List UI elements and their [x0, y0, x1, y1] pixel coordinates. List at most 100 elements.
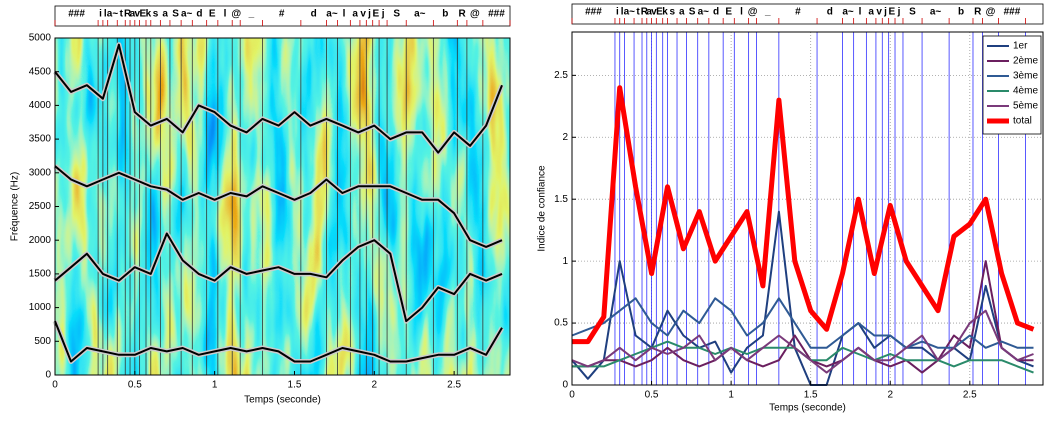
y-tick-label: 0.5 [554, 318, 568, 329]
phoneme-label: a~ [414, 9, 426, 20]
x-tick-label: 1 [212, 380, 218, 391]
series-line [54, 165, 503, 248]
y-tick-label: 3500 [29, 134, 52, 145]
phoneme-label: l [224, 9, 227, 20]
phoneme-label: l [859, 7, 862, 18]
phoneme-label: R [641, 7, 649, 18]
phoneme-label: a~ [842, 7, 854, 18]
legend-box [982, 35, 1042, 135]
series-line [572, 260, 1034, 374]
phoneme-label: S [172, 9, 179, 20]
phoneme-label: l [343, 9, 346, 20]
phoneme-label: @ [470, 9, 480, 20]
phoneme-label: E [888, 7, 895, 18]
x-tick-label: 0 [569, 390, 575, 401]
phoneme-label: a~ [930, 7, 942, 18]
phoneme-label: v [134, 9, 140, 20]
y-tick-label: 500 [34, 336, 51, 347]
phoneme-bar [571, 3, 1044, 25]
phoneme-label: R [458, 9, 466, 20]
phoneme-label: a [868, 7, 874, 18]
series-line [54, 320, 503, 363]
y-tick-label: 0 [562, 380, 568, 391]
legend-label: 4ème [1013, 86, 1038, 97]
y-tick-label: 0 [45, 370, 51, 381]
y-tick-label: 1.5 [554, 194, 568, 205]
y-tick-label: 2.5 [554, 70, 568, 81]
phoneme-label: s [153, 9, 159, 20]
phoneme-label: E [656, 7, 663, 18]
legend: 1er 2ème 3ème 4ème 5ème total [982, 35, 1042, 135]
series-line [572, 85, 1035, 345]
phoneme-label: d [827, 7, 833, 18]
y-tick-label: 1000 [29, 302, 52, 313]
phoneme-label: s [669, 7, 675, 18]
x-tick-label: 0.5 [128, 380, 142, 391]
phoneme-label: j [367, 9, 371, 20]
x-tick-label: 1.5 [804, 390, 818, 401]
phoneme-label: a~ [698, 7, 710, 18]
legend-label: 3ème [1013, 71, 1038, 82]
phoneme-label: R [974, 7, 982, 18]
phoneme-label: i [616, 7, 619, 18]
phoneme-label: a~ [107, 9, 119, 20]
phoneme-label: t [120, 9, 124, 20]
y-tick-label: 5000 [29, 33, 52, 44]
series-line [54, 43, 503, 154]
phoneme-label: a [130, 9, 136, 20]
y-tick-label: 2 [562, 132, 568, 143]
phoneme-label: l [621, 7, 624, 18]
phoneme-label: k [146, 9, 152, 20]
phoneme-label: a~ [624, 7, 636, 18]
x-axis-label: Temps (seconde) [769, 403, 846, 414]
phoneme-label: v [876, 7, 882, 18]
phoneme-label: S [393, 9, 400, 20]
y-tick-label: 1500 [29, 269, 52, 280]
x-tick-label: 1.5 [288, 380, 302, 391]
phoneme-label: b [442, 9, 448, 20]
y-axis-label: Fréquence (Hz) [10, 172, 21, 241]
phoneme-label: a [679, 7, 685, 18]
series-line [571, 297, 1034, 349]
phoneme-label: E [139, 9, 146, 20]
phoneme-label: a [646, 7, 652, 18]
x-tick-label: 0 [52, 380, 58, 391]
phoneme-label: E [373, 9, 380, 20]
phoneme-label: @ [748, 7, 758, 18]
phoneme-label: v [651, 7, 657, 18]
phoneme-label: a [162, 9, 168, 20]
phoneme-label: b [958, 7, 964, 18]
phoneme-label: ### [68, 9, 85, 20]
x-tick-label: 1 [728, 390, 734, 401]
phoneme-label: S [909, 7, 916, 18]
phoneme-label: k [662, 7, 668, 18]
plot-frame [571, 31, 1044, 386]
phoneme-label: S [689, 7, 696, 18]
x-axis-label: Temps (seconde) [244, 395, 321, 406]
phoneme-label: d [311, 9, 317, 20]
phoneme-label: E [209, 9, 216, 20]
legend-label: 2ème [1013, 56, 1038, 67]
phoneme-label: a [352, 9, 358, 20]
phoneme-label: j [897, 7, 901, 18]
phoneme-label: @ [231, 9, 241, 20]
series-line [571, 309, 1034, 374]
series-line [54, 232, 503, 323]
phoneme-label: @ [986, 7, 996, 18]
phoneme-bar [54, 5, 511, 27]
x-tick-label: 2 [887, 390, 893, 401]
y-tick-label: 3000 [29, 167, 52, 178]
phoneme-label: a~ [181, 9, 193, 20]
phoneme-label: R [124, 9, 132, 20]
phoneme-label: ### [585, 7, 602, 18]
y-axis-label: Indice de confiance [537, 165, 548, 252]
phoneme-label: j [883, 7, 887, 18]
phoneme-label: l [740, 7, 743, 18]
phoneme-label: # [795, 7, 801, 18]
y-tick-label: 2500 [29, 201, 52, 212]
